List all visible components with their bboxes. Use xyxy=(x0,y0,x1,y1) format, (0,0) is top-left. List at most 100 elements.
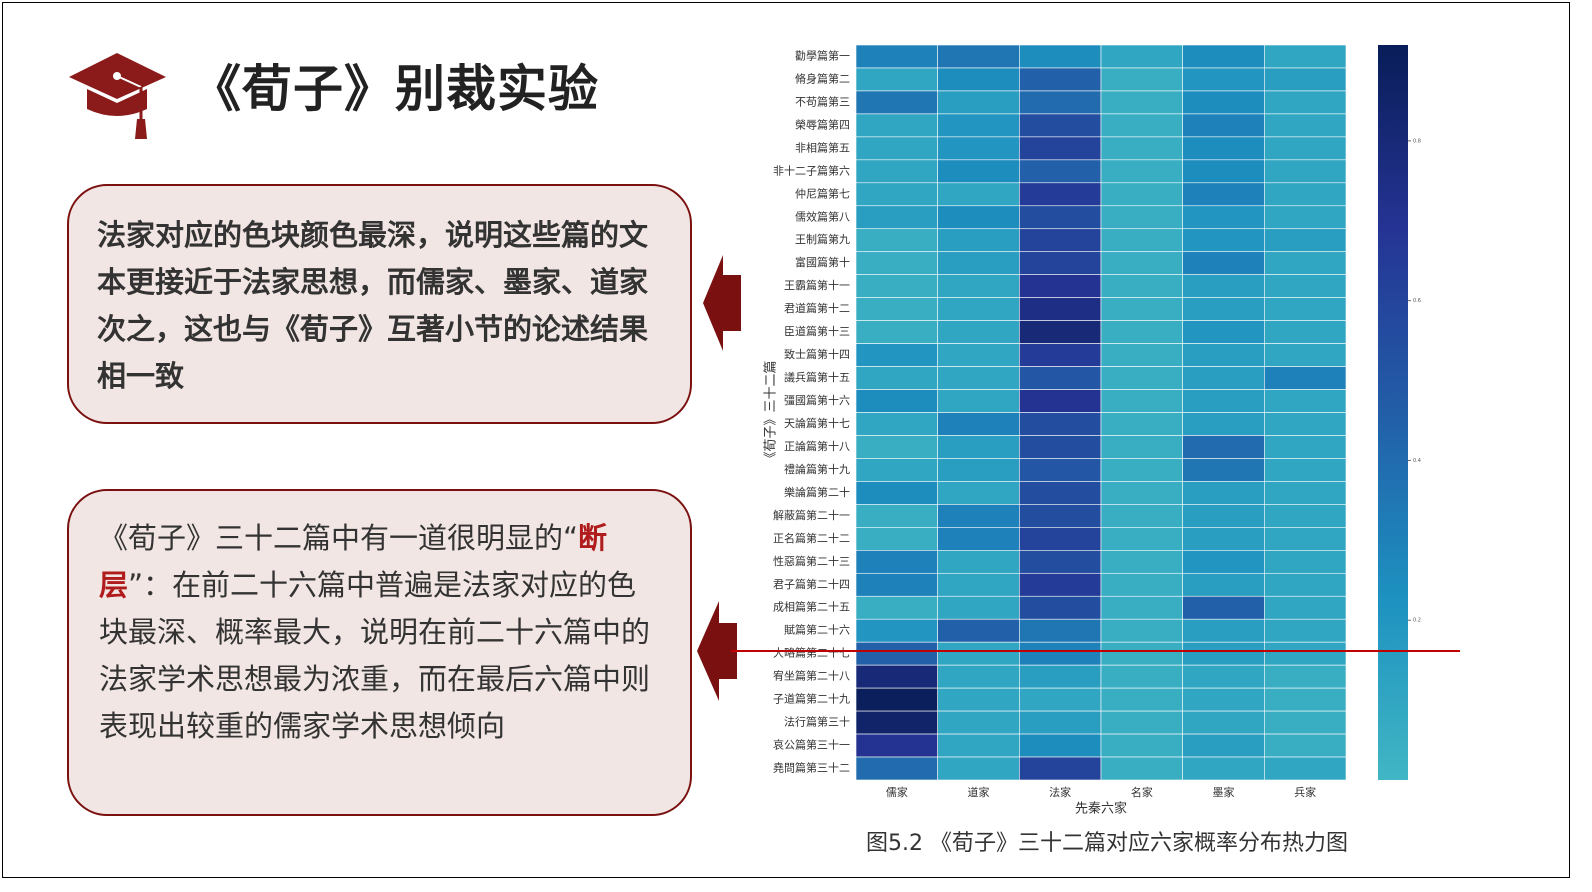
cell xyxy=(1182,550,1265,574)
note-text: ”：在前二十六篇中普遍是法家对应的色块最深、概率最大，说明在前二十六篇中的法家学… xyxy=(99,568,651,743)
cell xyxy=(1100,44,1183,69)
cell xyxy=(1182,343,1265,367)
cell xyxy=(1264,44,1347,69)
cell xyxy=(1019,458,1102,482)
cell xyxy=(1100,641,1183,666)
cell xyxy=(1264,550,1347,574)
cell xyxy=(1100,412,1183,436)
y-tick-label: 臣道篇第十三 xyxy=(784,324,850,338)
cell xyxy=(855,687,938,712)
cell xyxy=(937,136,1020,161)
cell xyxy=(1182,527,1265,551)
cell xyxy=(937,251,1020,275)
y-tick-label: 解蔽篇第二十一 xyxy=(773,508,850,522)
cell xyxy=(1182,435,1265,459)
cell xyxy=(937,44,1020,69)
cell xyxy=(1100,343,1183,367)
cell xyxy=(1182,251,1265,275)
cell xyxy=(1100,733,1183,758)
y-tick-label: 堯問篇第三十二 xyxy=(773,761,850,775)
cell xyxy=(937,67,1020,92)
cell xyxy=(1019,251,1102,275)
cell xyxy=(1264,297,1347,321)
cell xyxy=(855,67,938,92)
cell xyxy=(855,182,938,207)
cell xyxy=(1019,481,1102,505)
cell xyxy=(1100,159,1183,184)
cell xyxy=(1019,572,1102,597)
cell xyxy=(1264,504,1347,528)
cell xyxy=(1019,90,1102,115)
cell xyxy=(937,710,1020,735)
cell xyxy=(1264,274,1347,298)
cell xyxy=(937,159,1020,184)
cell xyxy=(1264,687,1347,712)
cell xyxy=(937,113,1020,138)
cell xyxy=(1100,664,1183,689)
cell xyxy=(937,664,1020,689)
cell xyxy=(1182,710,1265,735)
y-tick-label: 儒效篇第八 xyxy=(795,209,850,223)
x-tick-label: 兵家 xyxy=(1294,785,1316,799)
cell xyxy=(1182,90,1265,115)
cell xyxy=(937,366,1020,390)
cell xyxy=(937,687,1020,712)
cell xyxy=(1182,733,1265,758)
cell xyxy=(1264,710,1347,735)
cell xyxy=(855,412,938,436)
cell xyxy=(855,343,938,367)
cell xyxy=(1019,182,1102,207)
cell xyxy=(1100,136,1183,161)
cell xyxy=(1264,113,1347,138)
x-tick-label: 儒家 xyxy=(886,785,908,799)
y-tick-label: 天論篇第十七 xyxy=(784,416,850,430)
cell xyxy=(1100,481,1183,505)
cell xyxy=(1019,136,1102,161)
note-text: 法家对应的色块颜色最深，说明这些篇的文本更接近于法家思想，而儒家、墨家、道家次之… xyxy=(97,218,649,393)
y-tick-label: 性惡篇第二十三 xyxy=(773,554,850,568)
cell xyxy=(937,572,1020,597)
x-tick-label: 道家 xyxy=(968,785,990,799)
cell xyxy=(855,527,938,551)
y-tick-label: 子道篇第二十九 xyxy=(773,692,850,706)
y-tick-label: 禮論篇第十九 xyxy=(784,462,850,476)
cell xyxy=(855,435,938,459)
y-tick-label: 彊國篇第十六 xyxy=(784,393,850,407)
cell xyxy=(1019,756,1102,781)
cell xyxy=(1264,618,1347,643)
cell xyxy=(1264,435,1347,459)
cell xyxy=(1182,572,1265,597)
cell xyxy=(1019,389,1102,413)
cell xyxy=(1100,228,1183,253)
y-tick-label: 勸學篇第一 xyxy=(795,48,850,62)
y-tick-label: 賦篇第二十六 xyxy=(784,623,850,637)
cell xyxy=(1182,113,1265,138)
cell xyxy=(1264,67,1347,92)
cell xyxy=(1264,733,1347,758)
cell xyxy=(855,504,938,528)
cell xyxy=(1182,136,1265,161)
y-tick-label: 正論篇第十八 xyxy=(784,439,850,453)
colorbar-tick-label: 0.4 xyxy=(1413,458,1421,464)
cell xyxy=(1264,458,1347,482)
y-tick-label: 君子篇第二十四 xyxy=(773,577,850,591)
arrow xyxy=(703,255,741,351)
cell xyxy=(1182,687,1265,712)
cell xyxy=(1182,320,1265,344)
cell xyxy=(1100,320,1183,344)
cell xyxy=(1264,572,1347,597)
note-box: 法家对应的色块颜色最深，说明这些篇的文本更接近于法家思想，而儒家、墨家、道家次之… xyxy=(67,184,692,424)
cell xyxy=(937,550,1020,574)
cell xyxy=(1100,618,1183,643)
arrow xyxy=(697,601,737,701)
cell xyxy=(1100,251,1183,275)
cell xyxy=(1100,504,1183,528)
cell xyxy=(1182,389,1265,413)
cell xyxy=(1182,44,1265,69)
cell xyxy=(937,320,1020,344)
cell xyxy=(855,733,938,758)
cell xyxy=(1019,641,1102,666)
cell xyxy=(1264,389,1347,413)
y-tick-label: 脩身篇第二 xyxy=(795,71,850,85)
cell xyxy=(937,481,1020,505)
